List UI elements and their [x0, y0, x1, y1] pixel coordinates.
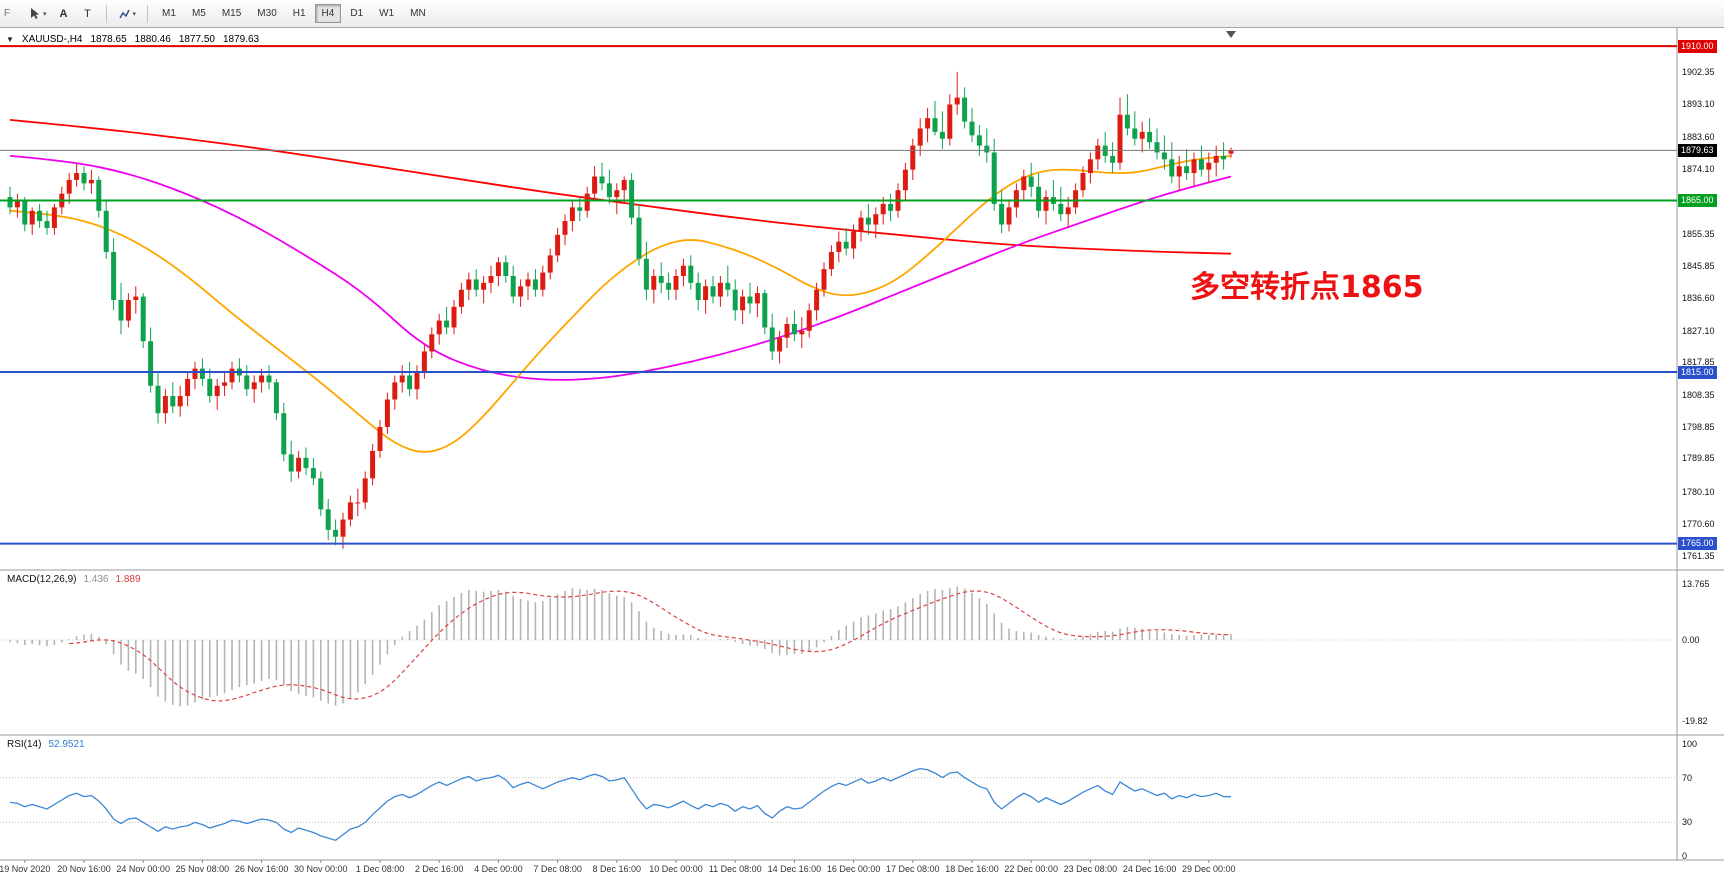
timeframe-button-m30[interactable]: M30	[250, 4, 283, 23]
time-axis-label: 17 Dec 08:00	[886, 864, 940, 874]
chart-objects-dropdown-button[interactable]: ▾	[113, 3, 142, 25]
price-tick-label: 1827.10	[1682, 325, 1715, 336]
text-label-glyph: A	[59, 7, 68, 20]
rsi-tick-label: 70	[1682, 772, 1693, 783]
price-tick-label: 1874.10	[1682, 164, 1715, 175]
price-tick-label: 1761.35	[1682, 551, 1715, 562]
price-tick-label: 1789.85	[1682, 453, 1715, 464]
time-axis-label: 22 Dec 00:00	[1004, 864, 1058, 874]
price-level-label: 1815.00	[1678, 365, 1717, 379]
price-tick-label: 1770.60	[1682, 519, 1715, 530]
macd-indicator-label: MACD(12,26,9) 1.436 1.889	[7, 574, 141, 585]
toolbar-separator	[105, 4, 107, 23]
toolbar: F ▾ A T ▾ M1 M5 M15 M30 H1 H4 D1 W1 MN	[0, 0, 1724, 28]
price-tick-label: 1855.35	[1682, 228, 1715, 239]
price-tick-label: 1808.35	[1682, 389, 1715, 400]
price-level-label: 1910.00	[1678, 39, 1717, 53]
price-level-label: 1765.00	[1678, 537, 1717, 551]
time-axis-label: 7 Dec 08:00	[533, 864, 582, 874]
timeframe-button-m5[interactable]: M5	[185, 4, 213, 23]
time-axis-label: 29 Dec 00:00	[1182, 864, 1236, 874]
ma-line-medium	[9, 155, 1232, 381]
time-axis-label: 1 Dec 08:00	[355, 864, 405, 874]
time-axis-label: 8 Dec 16:00	[592, 864, 642, 874]
trendline-icon	[118, 9, 130, 18]
ohlc-low: 1877.50	[178, 34, 215, 45]
macd-main-value: 1.436	[83, 574, 109, 585]
symbol-dropdown-icon[interactable]: ▼	[6, 35, 14, 44]
price-tick-label: 1780.10	[1682, 486, 1715, 497]
time-axis-label: 25 Nov 08:00	[175, 864, 230, 874]
price-tick-label: 1836.60	[1682, 292, 1715, 303]
toolbar-edge-label: F	[4, 8, 11, 19]
price-axis[interactable]	[1677, 28, 1724, 860]
timeframe-button-h1[interactable]: H1	[286, 4, 313, 23]
time-axis-label: 24 Nov 00:00	[116, 864, 170, 874]
pointer-icon	[31, 8, 39, 19]
chart-shift-marker[interactable]	[1226, 31, 1236, 38]
price-tick-label: 1883.60	[1682, 131, 1715, 142]
chart-annotation[interactable]: 多空转折点1865	[1190, 270, 1424, 305]
dropdown-caret-icon: ▾	[43, 10, 47, 18]
rsi-tick-label: 0	[1682, 851, 1688, 861]
macd-tick-label: 0.00	[1682, 635, 1700, 645]
price-tick-label: 1893.10	[1682, 99, 1715, 110]
time-axis-label: 2 Dec 16:00	[414, 864, 464, 874]
rsi-indicator-label: RSI(14) 52.9521	[7, 739, 85, 750]
macd-tick-label: 13.765	[1682, 578, 1710, 589]
time-axis-label: 26 Nov 16:00	[234, 864, 289, 874]
time-axis-label: 19 Nov 2020	[0, 864, 51, 874]
timeframe-button-m1[interactable]: M1	[155, 4, 183, 23]
macd-histogram	[9, 586, 1232, 707]
macd-signal-value: 1.889	[115, 574, 141, 585]
price-tick-label: 1845.85	[1682, 261, 1715, 272]
time-axis-label: 20 Nov 16:00	[57, 864, 111, 874]
time-axis-label: 10 Dec 00:00	[649, 864, 703, 874]
time-axis-label: 11 Dec 08:00	[708, 864, 762, 874]
ohlc-open: 1878.65	[90, 34, 127, 45]
timeframe-toolbar: M1 M5 M15 M30 H1 H4 D1 W1 MN	[154, 4, 434, 23]
text-tool-glyph: T	[84, 7, 91, 20]
time-axis-label: 14 Dec 16:00	[767, 864, 822, 874]
dropdown-caret-icon: ▾	[132, 10, 137, 18]
chart-ohlc-header: ▼ XAUUSD-,H4 1878.65 1880.46 1877.50 187…	[6, 34, 259, 45]
rsi-tick-label: 100	[1682, 739, 1698, 749]
text-label-tool-button[interactable]: A	[52, 3, 76, 25]
price-tick-label: 1817.85	[1682, 357, 1715, 368]
time-axis-label: 30 Nov 00:00	[294, 864, 348, 874]
time-axis-label: 18 Dec 16:00	[945, 864, 999, 874]
rsi-value: 52.9521	[48, 739, 85, 750]
rsi-tick-label: 30	[1682, 817, 1693, 828]
macd-name: MACD(12,26,9)	[7, 574, 77, 585]
bid-price-label: 1879.63	[1678, 143, 1717, 157]
symbol-label: XAUUSD-,H4	[21, 34, 83, 45]
ohlc-close: 1879.63	[222, 34, 260, 45]
price-level-label: 1865.00	[1678, 194, 1717, 207]
timeframe-button-d1[interactable]: D1	[343, 4, 370, 23]
ohlc-high: 1880.46	[134, 34, 171, 45]
candles-layer	[7, 71, 1234, 549]
timeframe-button-mn[interactable]: MN	[403, 4, 433, 23]
rsi-line	[9, 767, 1232, 842]
timeframe-button-m15[interactable]: M15	[215, 4, 248, 23]
time-axis[interactable]	[0, 860, 1677, 880]
price-tick-label: 1798.85	[1682, 422, 1715, 433]
timeframe-button-h4[interactable]: H4	[314, 4, 342, 23]
time-axis-label: 4 Dec 00:00	[474, 864, 523, 874]
panel-separators	[0, 28, 1724, 861]
macd-signal-line	[69, 590, 1232, 702]
rsi-name: RSI(14)	[7, 739, 42, 750]
toolbar-separator	[147, 4, 149, 23]
macd-tick-label: -19.82	[1682, 716, 1708, 727]
pointer-tool-button[interactable]: ▾	[24, 3, 52, 25]
time-axis-label: 16 Dec 00:00	[826, 864, 881, 874]
time-axis-label: 24 Dec 16:00	[1122, 864, 1177, 874]
text-tool-button[interactable]: T	[76, 3, 100, 25]
price-tick-label: 1902.35	[1682, 67, 1715, 78]
timeframe-button-w1[interactable]: W1	[372, 4, 401, 23]
time-axis-label: 23 Dec 08:00	[1063, 864, 1118, 874]
